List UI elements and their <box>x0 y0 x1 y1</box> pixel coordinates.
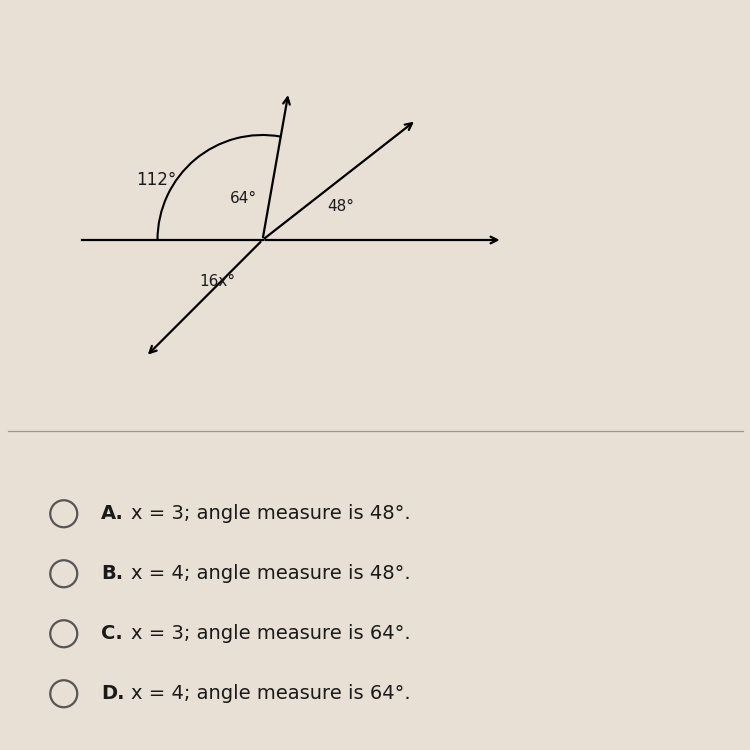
Text: B.: B. <box>101 564 123 584</box>
Text: C.: C. <box>101 624 123 644</box>
Text: x = 4; angle measure is 48°.: x = 4; angle measure is 48°. <box>131 564 411 584</box>
Text: 112°: 112° <box>136 171 176 189</box>
Text: D.: D. <box>101 684 124 703</box>
Text: A.: A. <box>101 504 124 524</box>
Text: x = 4; angle measure is 64°.: x = 4; angle measure is 64°. <box>131 684 411 703</box>
Text: 48°: 48° <box>328 199 355 214</box>
Text: x = 3; angle measure is 64°.: x = 3; angle measure is 64°. <box>131 624 411 644</box>
Text: x = 3; angle measure is 48°.: x = 3; angle measure is 48°. <box>131 504 411 524</box>
Text: 16x°: 16x° <box>200 274 236 289</box>
Text: 64°: 64° <box>230 191 257 206</box>
